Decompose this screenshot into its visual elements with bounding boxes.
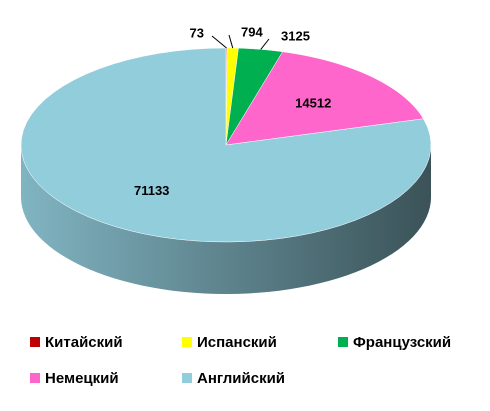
legend-label: Испанский <box>197 334 277 351</box>
legend-swatch <box>30 337 40 347</box>
legend-label: Немецкий <box>45 370 119 387</box>
value-label: 73 <box>190 25 204 40</box>
legend-swatch <box>338 337 348 347</box>
value-label: 71133 <box>134 183 169 198</box>
leader-line <box>260 38 270 50</box>
value-label: 14512 <box>295 95 331 110</box>
legend-label: Английский <box>197 370 285 387</box>
leader-line <box>211 35 227 49</box>
leader-line <box>228 34 234 49</box>
legend-swatch <box>182 373 192 383</box>
slice <box>225 51 424 146</box>
side-shade <box>21 145 431 294</box>
legend-swatch <box>30 373 40 383</box>
legend-swatch <box>182 337 192 347</box>
legend-label: Китайский <box>45 334 123 351</box>
value-label: 794 <box>241 24 263 39</box>
legend-label: Французский <box>353 334 451 351</box>
slice <box>20 47 432 243</box>
value-label: 3125 <box>281 28 310 43</box>
